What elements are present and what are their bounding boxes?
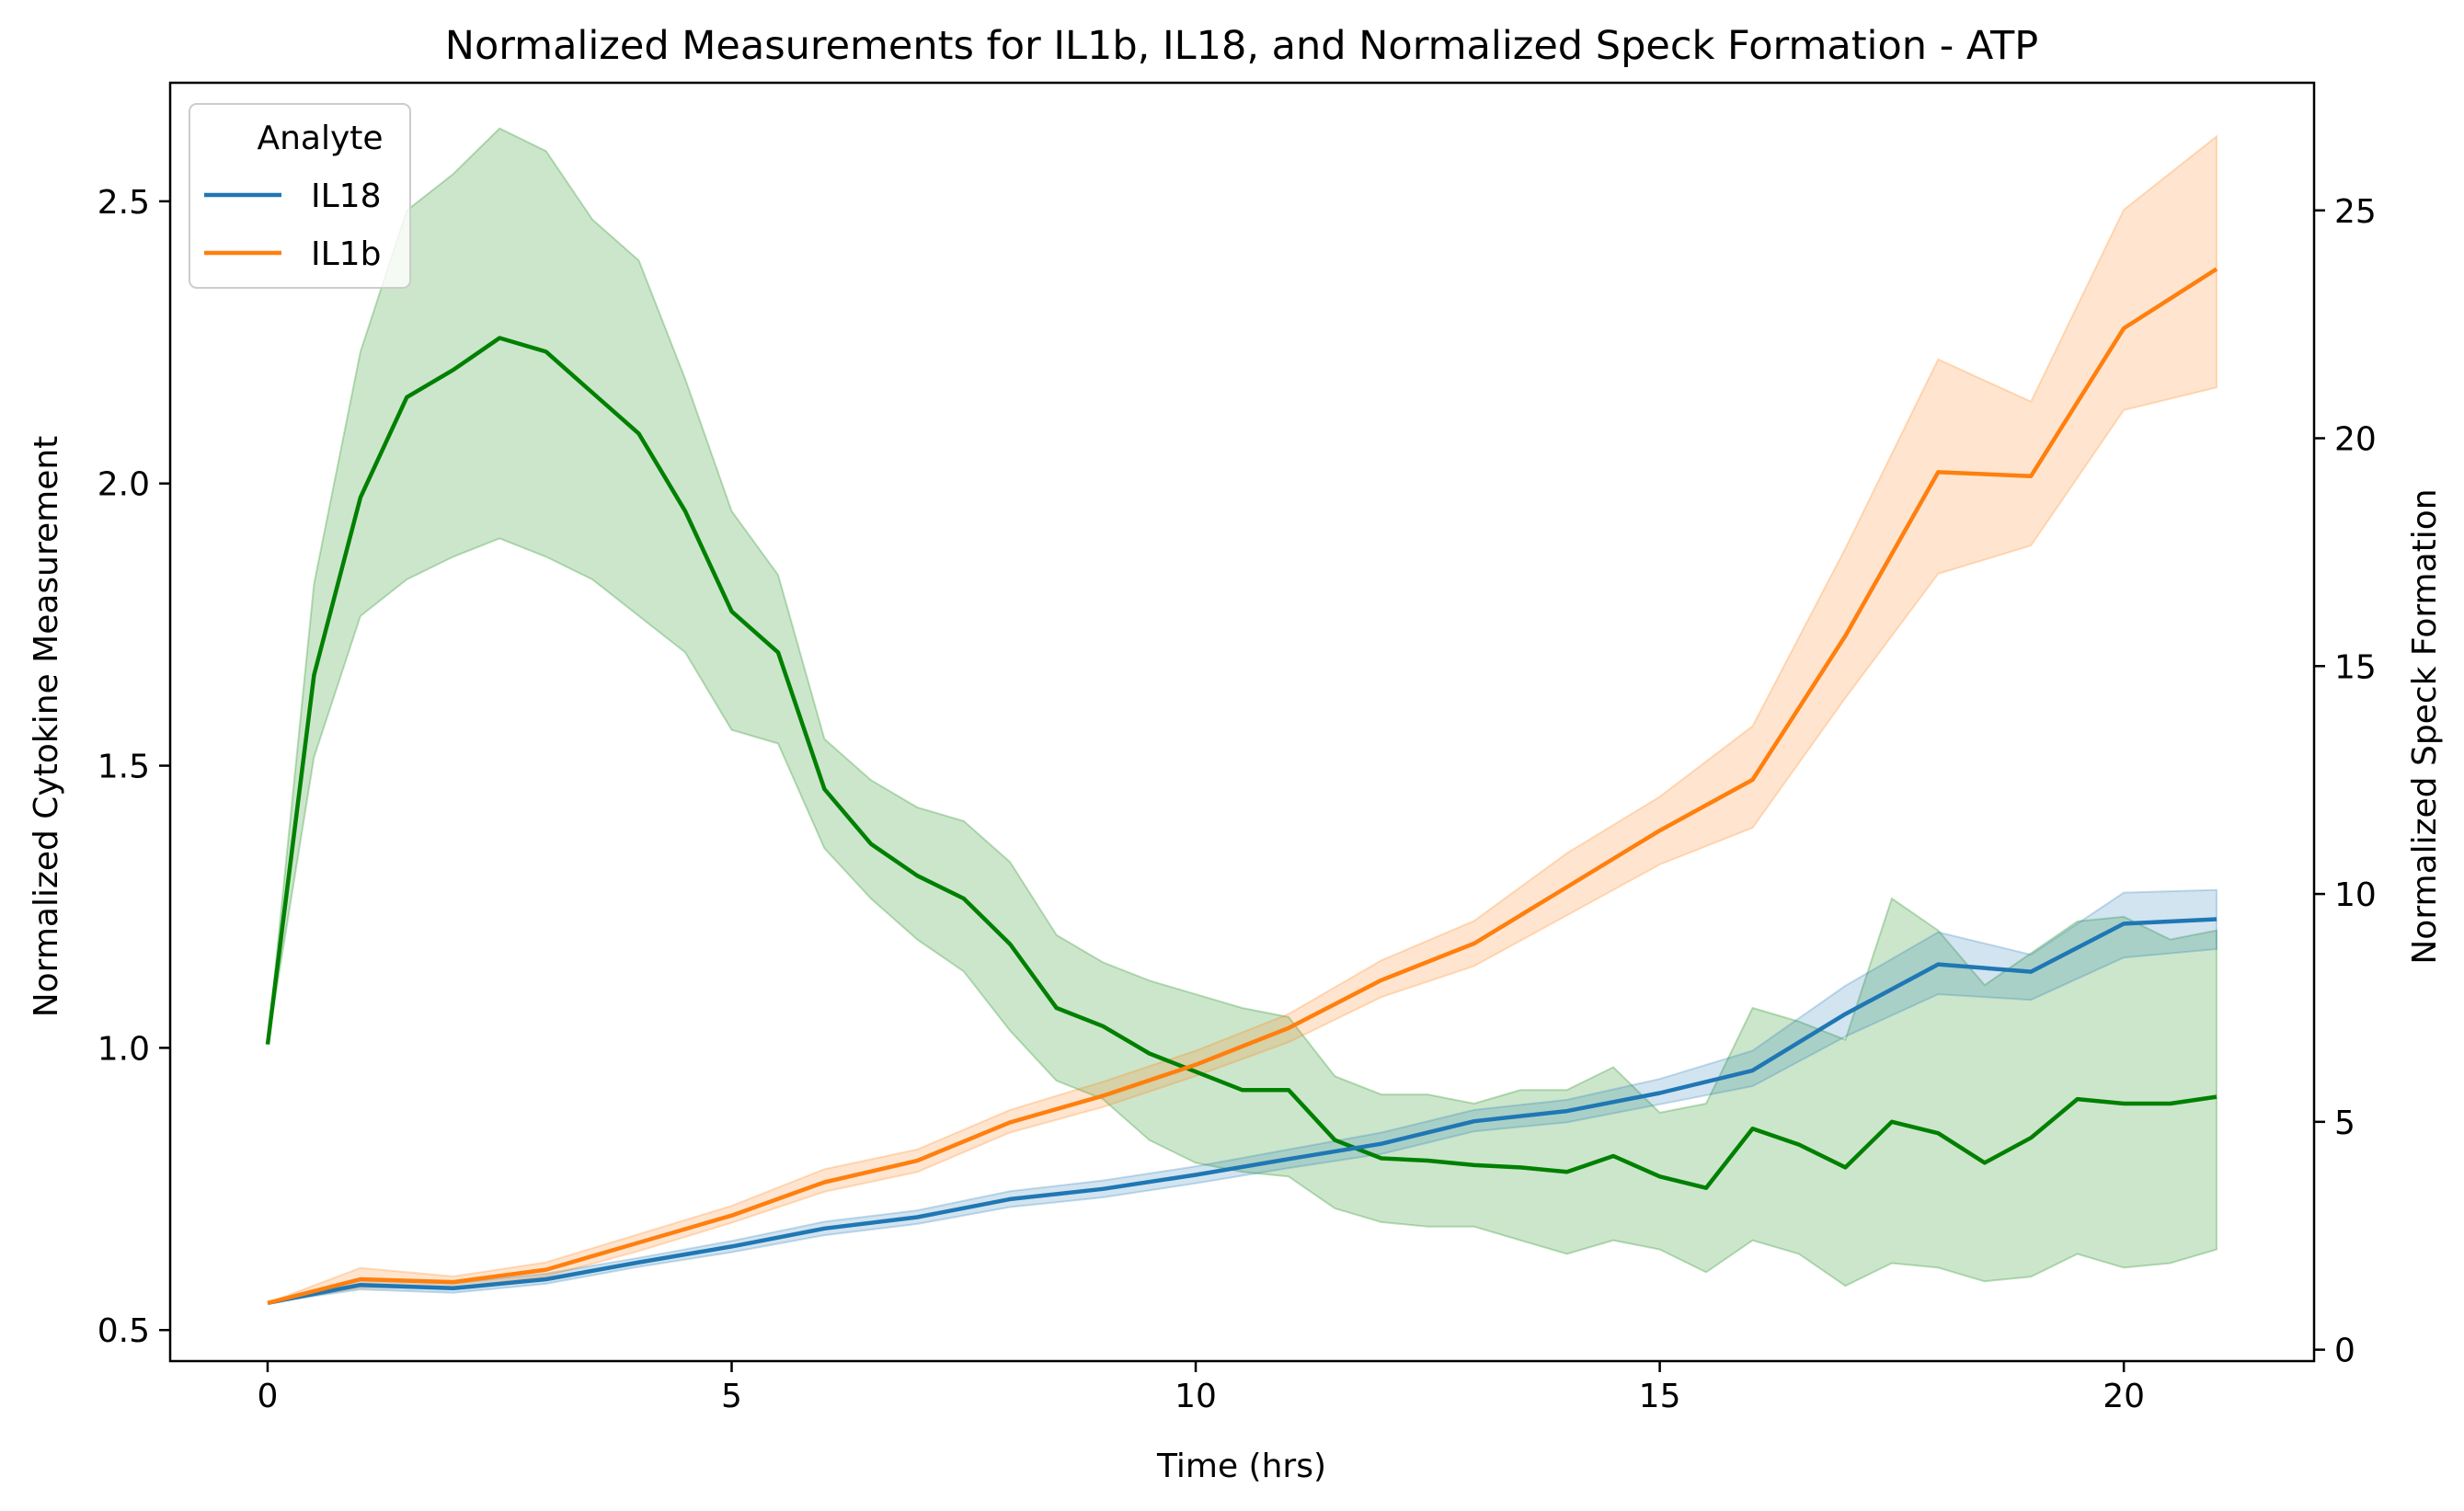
- y-left-tick-label: 2.5: [97, 184, 150, 222]
- y-left-tick-label: 2.0: [97, 466, 150, 504]
- ci-band-speck: [267, 127, 2218, 1288]
- legend: Analyte IL18 IL1b: [189, 103, 411, 289]
- axes: 0 5 10 15 20 0.5 1.0 1.5 2.0 2.5 0 5 10 15 20 25: [97, 81, 2377, 1415]
- x-axis-label: Time (hrs): [1156, 1448, 1326, 1485]
- series-lines: [265, 267, 2218, 1306]
- y-left-tick-label: 0.5: [97, 1312, 150, 1350]
- x-tick-label: 10: [1175, 1378, 1217, 1415]
- y-right-tick-label: 10: [2334, 876, 2377, 914]
- x-tick-label: 5: [721, 1378, 742, 1415]
- y-right-tick-label: 25: [2334, 193, 2377, 231]
- y-right-tick-label: 20: [2334, 421, 2377, 459]
- x-tick-label: 20: [2103, 1378, 2145, 1415]
- chart-title: Normalized Measurements for IL1b, IL18, …: [445, 23, 2038, 69]
- series-line-speck: [265, 336, 2218, 1190]
- legend-title: Analyte: [257, 120, 383, 157]
- ci-band-il1b: [267, 134, 2218, 1304]
- x-tick-label: 0: [258, 1378, 279, 1415]
- legend-box: [189, 103, 411, 289]
- y-left-tick-label: 1.5: [97, 749, 150, 786]
- y-right-tick-label: 5: [2334, 1105, 2355, 1142]
- plot-frame: [168, 81, 2316, 1363]
- legend-entry-il18: IL18: [311, 177, 381, 215]
- y-right-tick-label: 0: [2334, 1333, 2355, 1370]
- y-left-tick-label: 1.0: [97, 1030, 150, 1068]
- y-axis-label-left: Normalized Cytokine Measurement: [28, 436, 65, 1018]
- series-line-il1b: [267, 267, 2218, 1305]
- x-tick-label: 15: [1639, 1378, 1681, 1415]
- y-axis-label-right: Normalized Speck Formation: [2406, 488, 2444, 964]
- y-right-tick-label: 15: [2334, 648, 2377, 686]
- series-line-il18: [267, 917, 2218, 1306]
- legend-entry-il1b: IL1b: [311, 235, 381, 273]
